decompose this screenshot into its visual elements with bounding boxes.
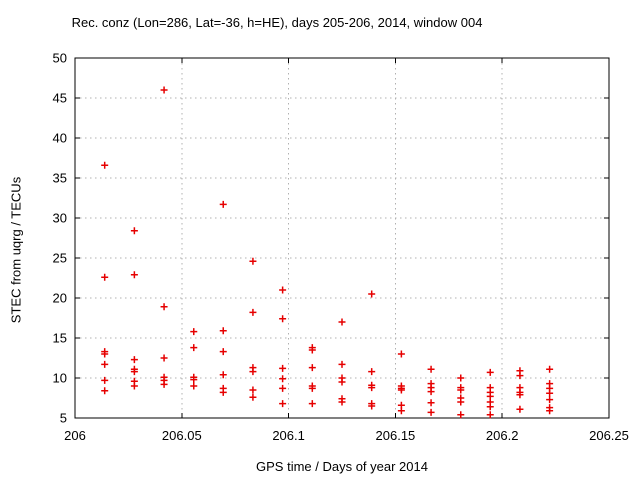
data-point: [190, 328, 198, 336]
y-tick-label: 40: [53, 131, 67, 146]
data-point: [397, 386, 405, 394]
data-point: [219, 327, 227, 335]
data-point: [338, 398, 346, 406]
x-tick-label: 206: [64, 428, 86, 443]
data-point: [368, 402, 376, 410]
data-point: [486, 368, 494, 376]
data-point: [279, 286, 287, 294]
data-point: [308, 384, 316, 392]
data-point: [546, 365, 554, 373]
y-tick-label: 15: [53, 331, 67, 346]
data-point: [368, 384, 376, 392]
data-point: [160, 380, 168, 388]
data-point: [308, 400, 316, 408]
data-point: [190, 376, 198, 384]
data-point: [249, 368, 257, 376]
data-point: [516, 391, 524, 399]
y-tick-label: 5: [60, 411, 67, 426]
data-point: [457, 398, 465, 406]
x-tick-label: 206.25: [589, 428, 629, 443]
data-point: [219, 388, 227, 396]
data-point: [397, 350, 405, 358]
data-point: [160, 86, 168, 94]
x-axis-label: GPS time / Days of year 2014: [256, 459, 428, 474]
data-point: [279, 315, 287, 323]
data-point: [279, 364, 287, 372]
data-point: [279, 400, 287, 408]
data-point: [160, 354, 168, 362]
data-point: [486, 403, 494, 411]
data-point: [130, 368, 138, 376]
data-point: [457, 374, 465, 382]
data-point: [130, 382, 138, 390]
y-axis-label: STEC from uqrg / TECUs: [8, 176, 24, 324]
data-point: [101, 387, 109, 395]
data-point: [190, 344, 198, 352]
data-point: [338, 318, 346, 326]
y-tick-label: 30: [53, 211, 67, 226]
y-tick-label: 50: [53, 51, 67, 66]
data-point: [308, 346, 316, 354]
data-point: [427, 408, 435, 416]
data-point: [338, 360, 346, 368]
data-point: [249, 386, 257, 394]
plot-border: [74, 57, 610, 419]
y-tick-label: 45: [53, 91, 67, 106]
x-tick-label: 206.1: [272, 428, 305, 443]
data-point: [101, 161, 109, 169]
data-point: [101, 350, 109, 358]
data-point: [279, 375, 287, 383]
data-point: [101, 376, 109, 384]
data-point: [546, 407, 554, 415]
data-point: [546, 396, 554, 404]
x-tick-label: 206.05: [162, 428, 202, 443]
data-point: [219, 371, 227, 379]
data-point: [130, 356, 138, 364]
data-point: [249, 393, 257, 401]
data-point: [457, 411, 465, 419]
data-point: [427, 365, 435, 373]
data-point: [219, 348, 227, 356]
data-point: [486, 411, 494, 419]
y-tick-label: 25: [53, 251, 67, 266]
data-point: [516, 372, 524, 380]
data-point: [249, 257, 257, 265]
data-point: [308, 364, 316, 372]
data-point: [279, 384, 287, 392]
data-point: [160, 303, 168, 311]
data-point: [101, 360, 109, 368]
data-point: [368, 290, 376, 298]
chart-title: Rec. conz (Lon=286, Lat=-36, h=HE), days…: [71, 15, 483, 30]
data-point: [546, 389, 554, 397]
data-point: [427, 399, 435, 407]
x-tick-label: 206.2: [486, 428, 519, 443]
data-point: [190, 382, 198, 390]
data-point: [368, 368, 376, 376]
data-point: [457, 386, 465, 394]
data-point: [101, 273, 109, 281]
data-point: [397, 407, 405, 415]
data-point: [427, 388, 435, 396]
y-tick-label: 35: [53, 171, 67, 186]
y-tick-label: 20: [53, 291, 67, 306]
data-point: [130, 271, 138, 279]
data-point: [516, 405, 524, 413]
data-point: [219, 200, 227, 208]
data-point: [338, 378, 346, 386]
data-point: [249, 308, 257, 316]
x-tick-label: 206.15: [376, 428, 416, 443]
data-point: [130, 227, 138, 235]
y-tick-label: 10: [53, 371, 67, 386]
